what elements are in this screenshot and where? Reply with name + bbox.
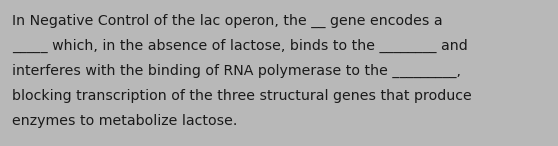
Text: enzymes to metabolize lactose.: enzymes to metabolize lactose. (12, 114, 237, 128)
Text: _____ which, in the absence of lactose, binds to the ________ and: _____ which, in the absence of lactose, … (12, 39, 468, 53)
Text: In Negative Control of the lac operon, the __ gene encodes a: In Negative Control of the lac operon, t… (12, 14, 442, 28)
Text: blocking transcription of the three structural genes that produce: blocking transcription of the three stru… (12, 89, 472, 103)
Text: interferes with the binding of RNA polymerase to the _________,: interferes with the binding of RNA polym… (12, 64, 461, 78)
